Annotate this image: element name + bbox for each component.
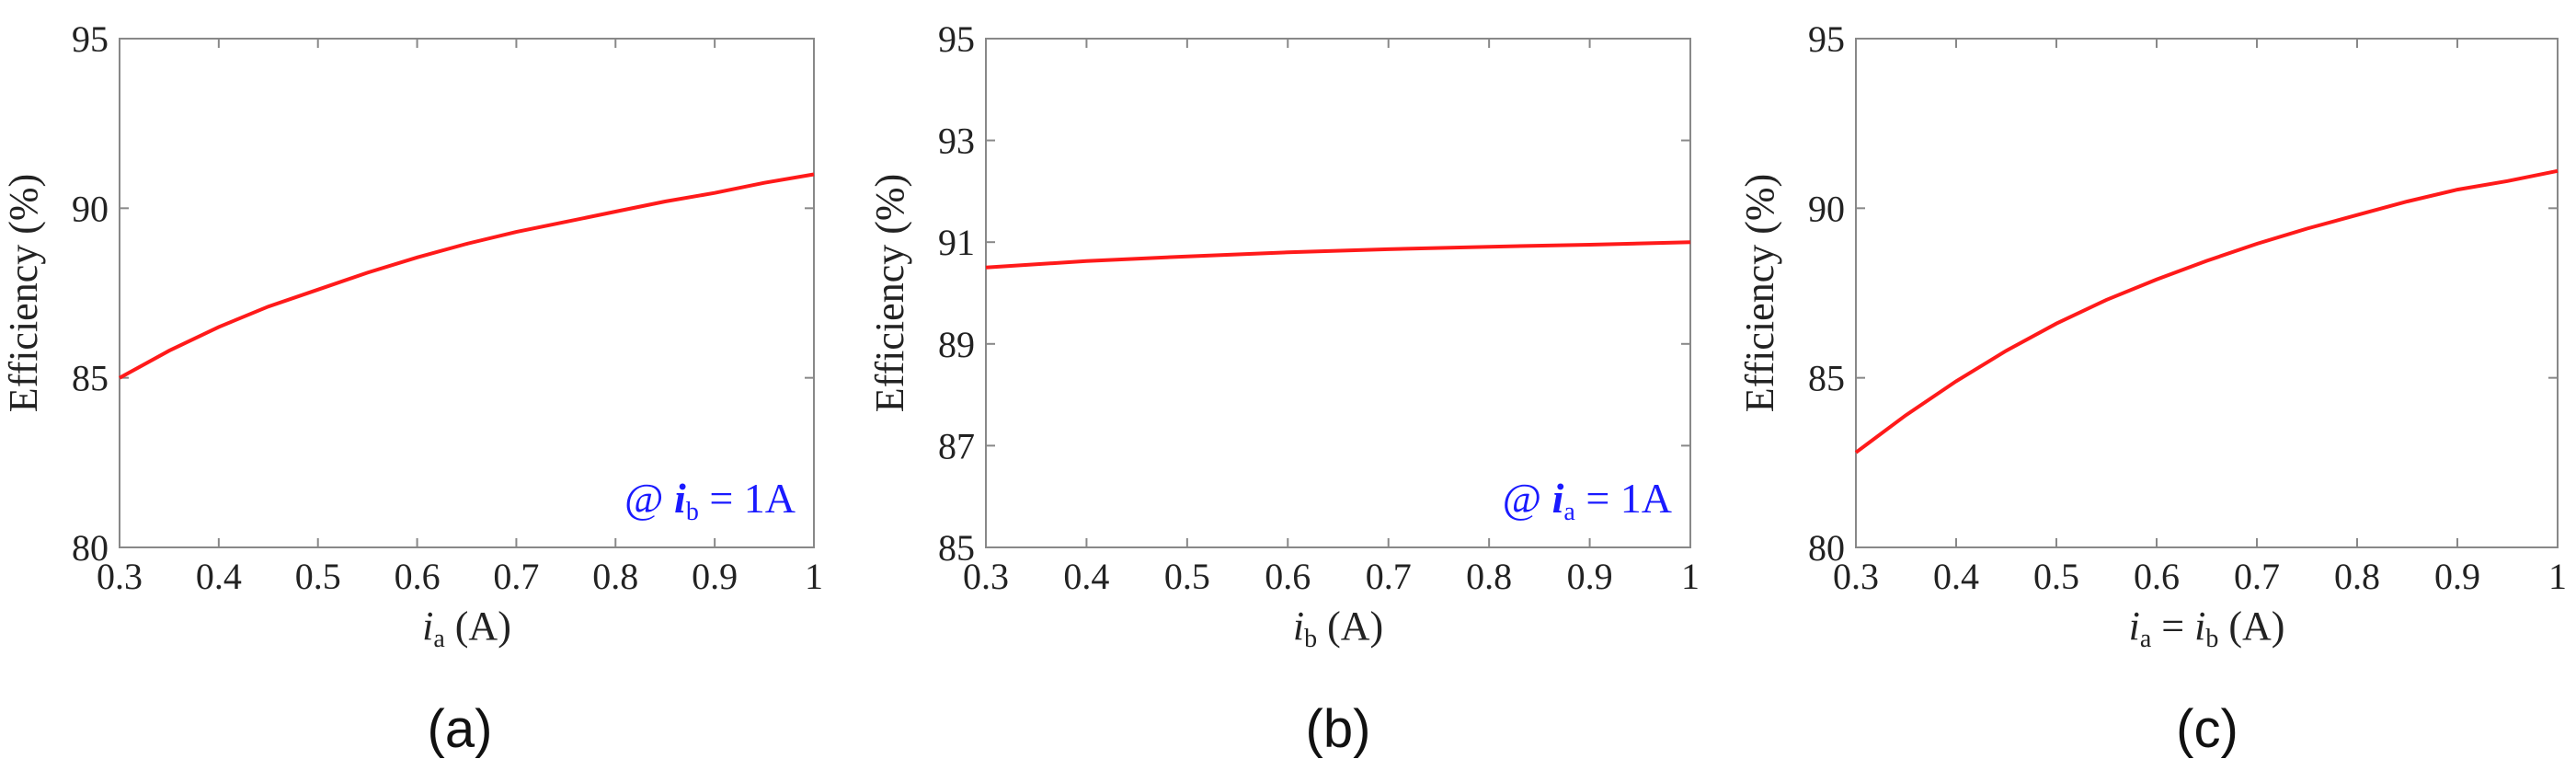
x-tick-label: 0.6: [395, 556, 441, 597]
plot-frame: [119, 38, 815, 548]
panel-label: (c): [2176, 699, 2238, 759]
x-axis-label: ia (A): [422, 604, 511, 653]
y-tick-label: 90: [72, 188, 109, 229]
x-tick-label: 1: [805, 556, 823, 597]
x-tick-label: 0.5: [1164, 556, 1210, 597]
y-axis-label: Efficiency (%): [1, 174, 46, 412]
x-axis-label: ia = ib (A): [2129, 604, 2285, 653]
y-tick-label: 85: [1808, 358, 1845, 399]
chart-panel-1: 0.3 0.4 0.5 0.6 0.7 0.8 0.9 1 80 85 90 95 Efficiency…: [1, 18, 823, 759]
x-tick-label: 0.9: [1567, 556, 1613, 597]
x-tick-label: 0.3: [97, 556, 143, 597]
panel-label: (b): [1306, 699, 1371, 759]
y-tick-label: 95: [938, 18, 975, 60]
series-line: [1854, 168, 2559, 454]
y-tick-label: 80: [1808, 527, 1845, 569]
x-tick-label: 0.8: [2334, 556, 2380, 597]
x-tick-label: 0.3: [963, 556, 1009, 597]
x-tick-label: 0.5: [295, 556, 341, 597]
y-tick-label: 85: [938, 527, 975, 569]
x-tick-label: 0.9: [2434, 556, 2480, 597]
y-tick-label: 85: [72, 358, 109, 399]
condition-annotation: @ ia = 1A: [1503, 475, 1672, 526]
panel-label: (a): [428, 699, 493, 759]
y-tick-label: 90: [1808, 188, 1845, 229]
y-axis-label: Efficiency (%): [1737, 174, 1782, 412]
x-tick-label: 0.6: [2134, 556, 2180, 597]
x-tick-label: 0.9: [692, 556, 738, 597]
x-tick-label: 0.7: [2234, 556, 2280, 597]
plot-frame: [985, 38, 1691, 548]
x-tick-label: 0.6: [1265, 556, 1311, 597]
x-tick-label: 0.8: [1466, 556, 1512, 597]
y-tick-label: 93: [938, 121, 975, 162]
y-axis-label: Efficiency (%): [867, 174, 912, 412]
x-tick-label: 0.7: [493, 556, 539, 597]
x-tick-label: 0.5: [2033, 556, 2079, 597]
x-tick-label: 0.8: [592, 556, 638, 597]
x-tick-label: 0.4: [196, 556, 242, 597]
y-tick-label: 95: [1808, 18, 1845, 60]
y-tick-label: 91: [938, 222, 975, 263]
series-line: [985, 240, 1691, 270]
plot-frame: [1855, 38, 2559, 548]
x-tick-label: 0.7: [1366, 556, 1412, 597]
y-tick-label: 87: [938, 425, 975, 466]
condition-annotation: @ ib = 1A: [624, 475, 796, 526]
y-tick-label: 95: [72, 18, 109, 60]
series-line: [119, 172, 815, 380]
chart-panel-3: 0.3 0.4 0.5 0.6 0.7 0.8 0.9 1 80 85 90 95 Efficiency…: [1737, 18, 2567, 759]
y-tick-label: 80: [72, 527, 109, 569]
x-tick-label: 0.4: [1933, 556, 1979, 597]
chart-panel-2: 0.3 0.4 0.5 0.6 0.7 0.8 0.9 1 85 87 89 91 93 95 Effici…: [867, 18, 1700, 759]
x-tick-label: 1: [1681, 556, 1700, 597]
x-tick-label: 1: [2548, 556, 2567, 597]
y-tick-label: 89: [938, 324, 975, 365]
x-tick-label: 0.3: [1833, 556, 1879, 597]
x-axis-label: ib (A): [1293, 604, 1383, 653]
x-tick-label: 0.4: [1063, 556, 1109, 597]
